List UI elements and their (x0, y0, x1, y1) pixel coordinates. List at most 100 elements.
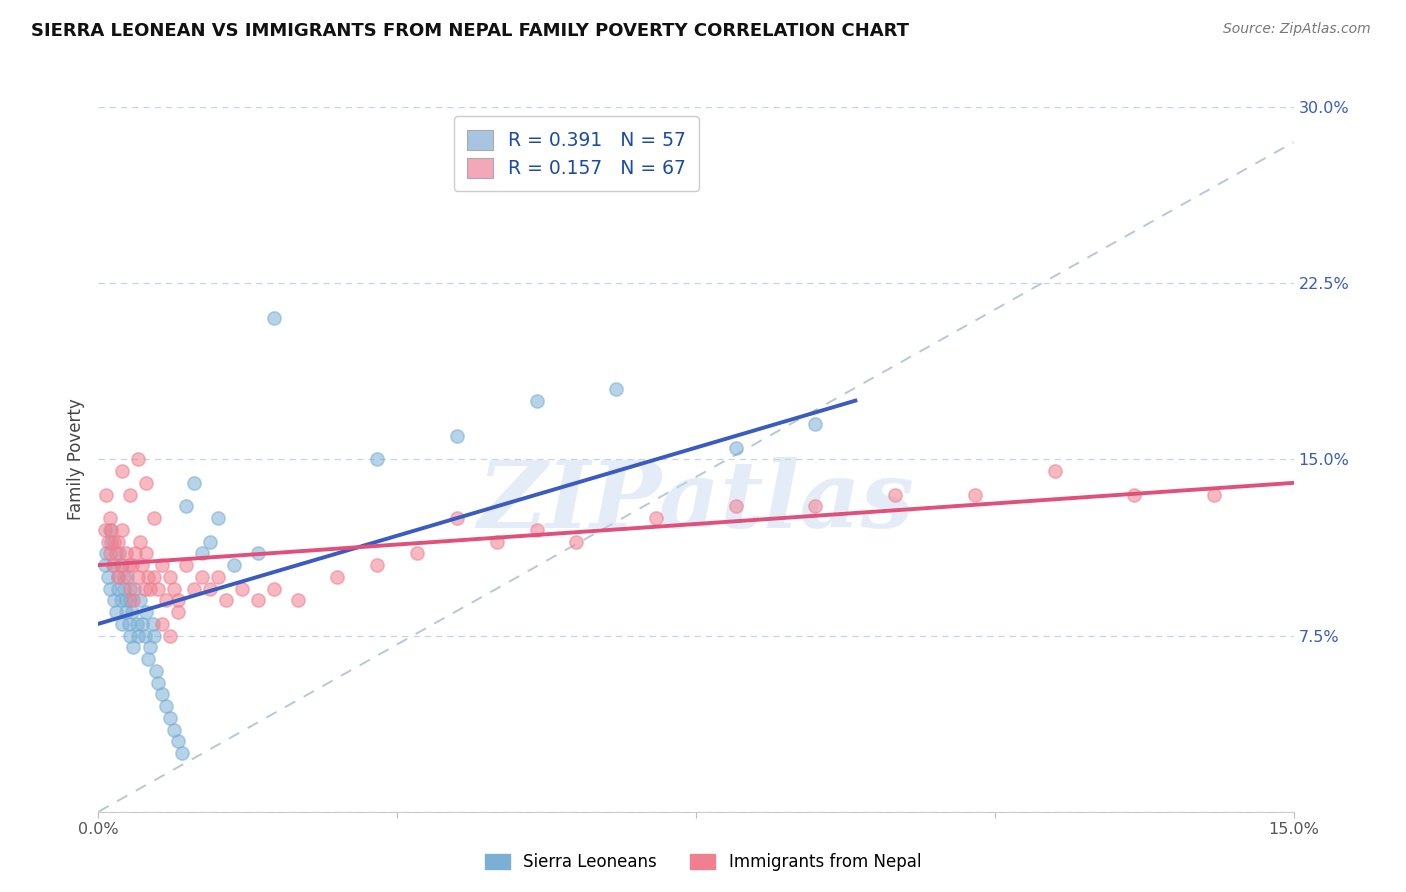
Point (198, 582, 221, 596)
Point (145, 664, 167, 678)
Point (101, 558, 124, 573)
Point (366, 452, 388, 467)
Point (103, 534, 125, 549)
Point (104, 605, 127, 619)
Point (174, 558, 197, 573)
Point (128, 593, 150, 607)
Point (112, 582, 135, 596)
Point (159, 628, 181, 642)
Point (884, 487, 907, 501)
Point (163, 723, 186, 737)
Point (135, 605, 157, 619)
Point (114, 605, 136, 619)
Point (446, 511, 468, 525)
Point (107, 570, 129, 584)
Point (148, 675, 170, 690)
Point (263, 582, 285, 596)
Point (124, 582, 146, 596)
Point (150, 687, 173, 701)
Point (122, 593, 145, 607)
Point (167, 593, 190, 607)
Point (150, 558, 173, 573)
Point (111, 616, 134, 631)
Point (94, 523, 117, 537)
Text: Source: ZipAtlas.com: Source: ZipAtlas.com (1223, 22, 1371, 37)
Point (120, 593, 142, 607)
Point (134, 628, 156, 642)
Point (101, 558, 124, 573)
Point (115, 593, 138, 607)
Point (127, 628, 149, 642)
Point (125, 616, 148, 631)
Point (215, 593, 238, 607)
Point (645, 511, 668, 525)
Point (191, 570, 214, 584)
Point (172, 746, 194, 760)
Point (115, 546, 138, 560)
Point (174, 500, 197, 514)
Point (191, 546, 214, 560)
Point (120, 582, 142, 596)
Point (120, 487, 142, 501)
Point (142, 616, 165, 631)
Point (115, 570, 138, 584)
Point (167, 605, 190, 619)
Point (111, 464, 134, 478)
Point (724, 441, 747, 455)
Point (485, 534, 508, 549)
Point (804, 417, 827, 432)
Point (150, 616, 173, 631)
Point (446, 429, 468, 443)
Point (167, 734, 190, 748)
Point (97, 534, 120, 549)
Point (1123, 487, 1146, 501)
Point (155, 593, 177, 607)
Point (100, 534, 122, 549)
Point (94, 558, 117, 573)
Point (134, 582, 156, 596)
Point (183, 582, 205, 596)
Point (1043, 464, 1066, 478)
Point (139, 582, 162, 596)
Point (97, 570, 120, 584)
Point (112, 570, 135, 584)
Point (263, 311, 285, 326)
Point (98, 511, 121, 525)
Text: ZIPatlas: ZIPatlas (478, 457, 914, 547)
Point (963, 487, 986, 501)
Point (107, 534, 129, 549)
Point (163, 582, 186, 596)
Point (108, 546, 131, 560)
Point (118, 616, 141, 631)
Point (110, 593, 132, 607)
Point (159, 711, 181, 725)
Point (110, 558, 132, 573)
Point (107, 582, 129, 596)
Point (121, 558, 143, 573)
Point (131, 558, 153, 573)
Point (131, 616, 153, 631)
Point (605, 382, 627, 396)
Point (143, 570, 166, 584)
Point (526, 393, 548, 408)
Point (207, 570, 229, 584)
Point (111, 523, 134, 537)
Point (207, 511, 229, 525)
Point (136, 570, 159, 584)
Point (127, 452, 149, 467)
Y-axis label: Family Poverty: Family Poverty (66, 399, 84, 520)
Point (148, 582, 170, 596)
Point (135, 546, 157, 560)
Point (406, 546, 429, 560)
Point (155, 699, 177, 714)
Point (183, 475, 205, 490)
Point (128, 534, 150, 549)
Legend: R = 0.391   N = 57, R = 0.157   N = 67: R = 0.391 N = 57, R = 0.157 N = 67 (454, 117, 699, 191)
Point (143, 628, 166, 642)
Point (120, 628, 142, 642)
Point (198, 534, 221, 549)
Point (246, 593, 269, 607)
Text: SIERRA LEONEAN VS IMMIGRANTS FROM NEPAL FAMILY POVERTY CORRELATION CHART: SIERRA LEONEAN VS IMMIGRANTS FROM NEPAL … (31, 22, 908, 40)
Point (143, 511, 166, 525)
Point (139, 640, 162, 655)
